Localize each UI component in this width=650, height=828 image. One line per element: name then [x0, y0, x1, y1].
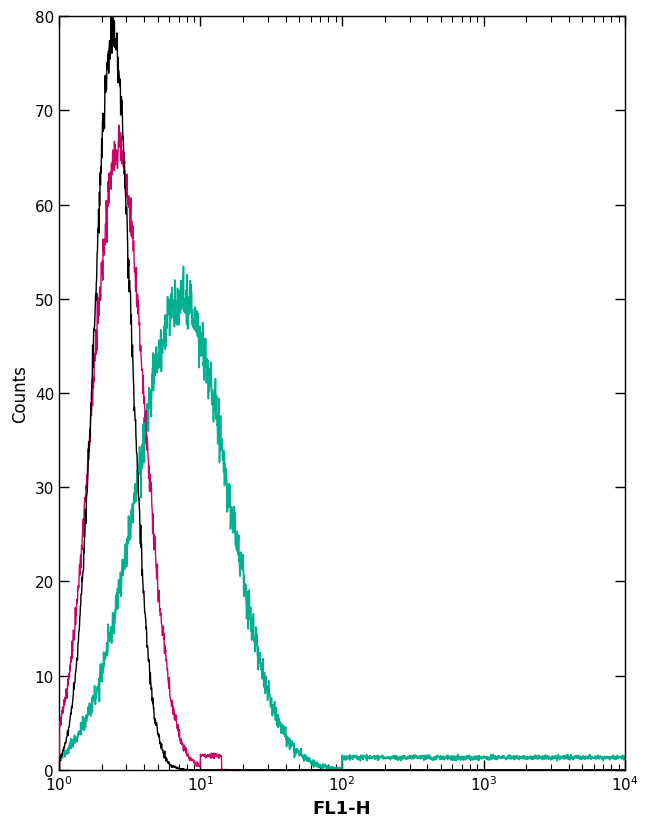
Y-axis label: Counts: Counts: [11, 364, 29, 422]
X-axis label: FL1-H: FL1-H: [313, 799, 371, 817]
